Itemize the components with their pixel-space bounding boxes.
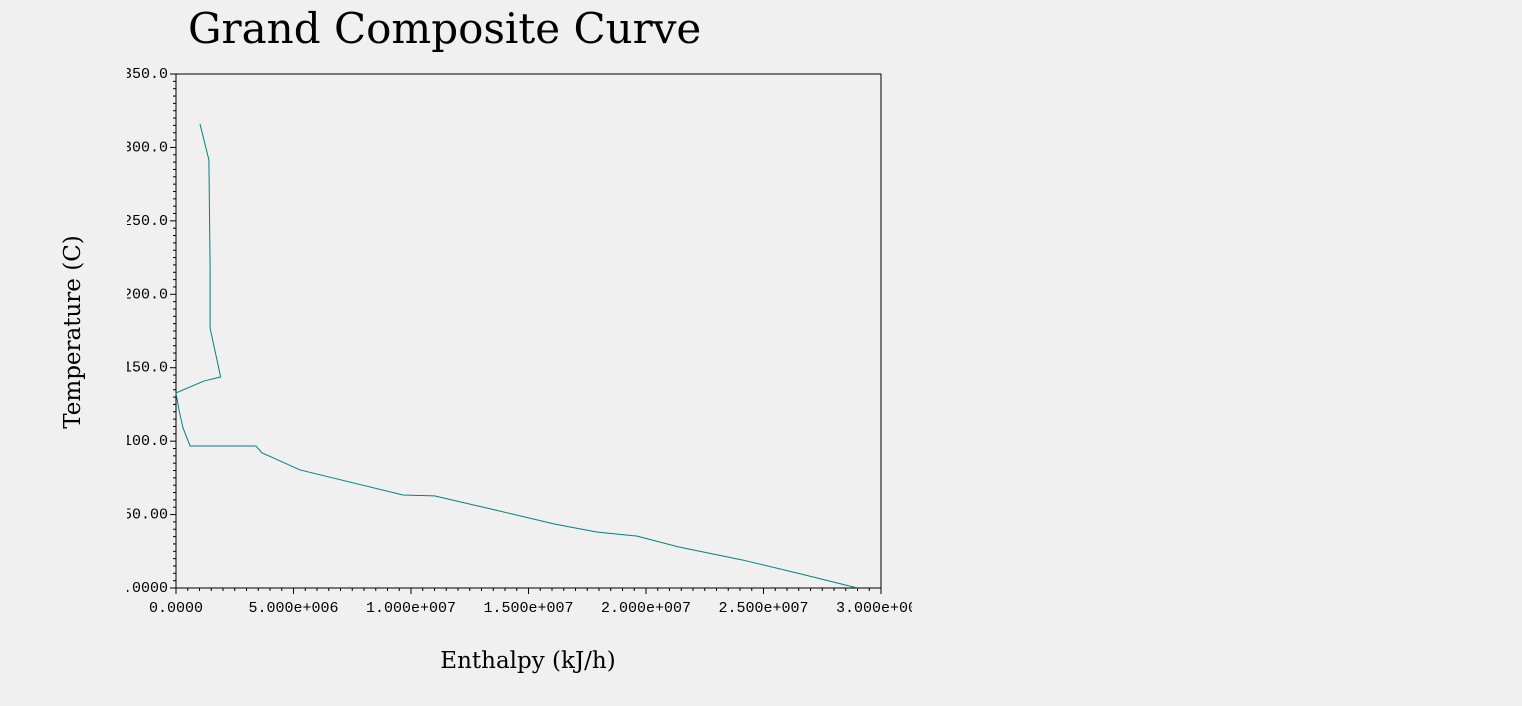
plot-layer: 0.0000 50.00 100.0 150.0 200.0 250.0 300.0 350.… [114, 66, 926, 617]
chart-title: Grand Composite Curve [188, 4, 701, 53]
y-axis-label: Temperature (C) [60, 235, 86, 429]
x-axis-label: Enthalpy (kJ/h) [440, 648, 615, 674]
x-tick-label: 1.000e+007 [366, 600, 456, 617]
y-tick-label: 250.0 [123, 213, 168, 230]
plot-frame [175, 73, 882, 589]
x-tick-label: 1.500e+007 [483, 600, 573, 617]
y-tick-label: 100.0 [123, 433, 168, 450]
x-tick-label: 2.000e+007 [601, 600, 691, 617]
curve-line [175, 123, 858, 589]
y-tick-label: 150.0 [123, 360, 168, 377]
x-tick-label: 2.500e+007 [718, 600, 808, 617]
y-tick-label: 200.0 [123, 286, 168, 303]
x-tick-label: 5.000e+006 [248, 600, 338, 617]
y-tick-label: 50.00 [123, 507, 168, 524]
y-tick-label: 350.0 [123, 66, 168, 83]
y-tick-label: 300.0 [123, 139, 168, 156]
x-tick-label: 0.0000 [149, 600, 203, 617]
y-tick-label: 0.0000 [114, 580, 168, 597]
x-tick-label: 3.000e+007 [836, 600, 926, 617]
